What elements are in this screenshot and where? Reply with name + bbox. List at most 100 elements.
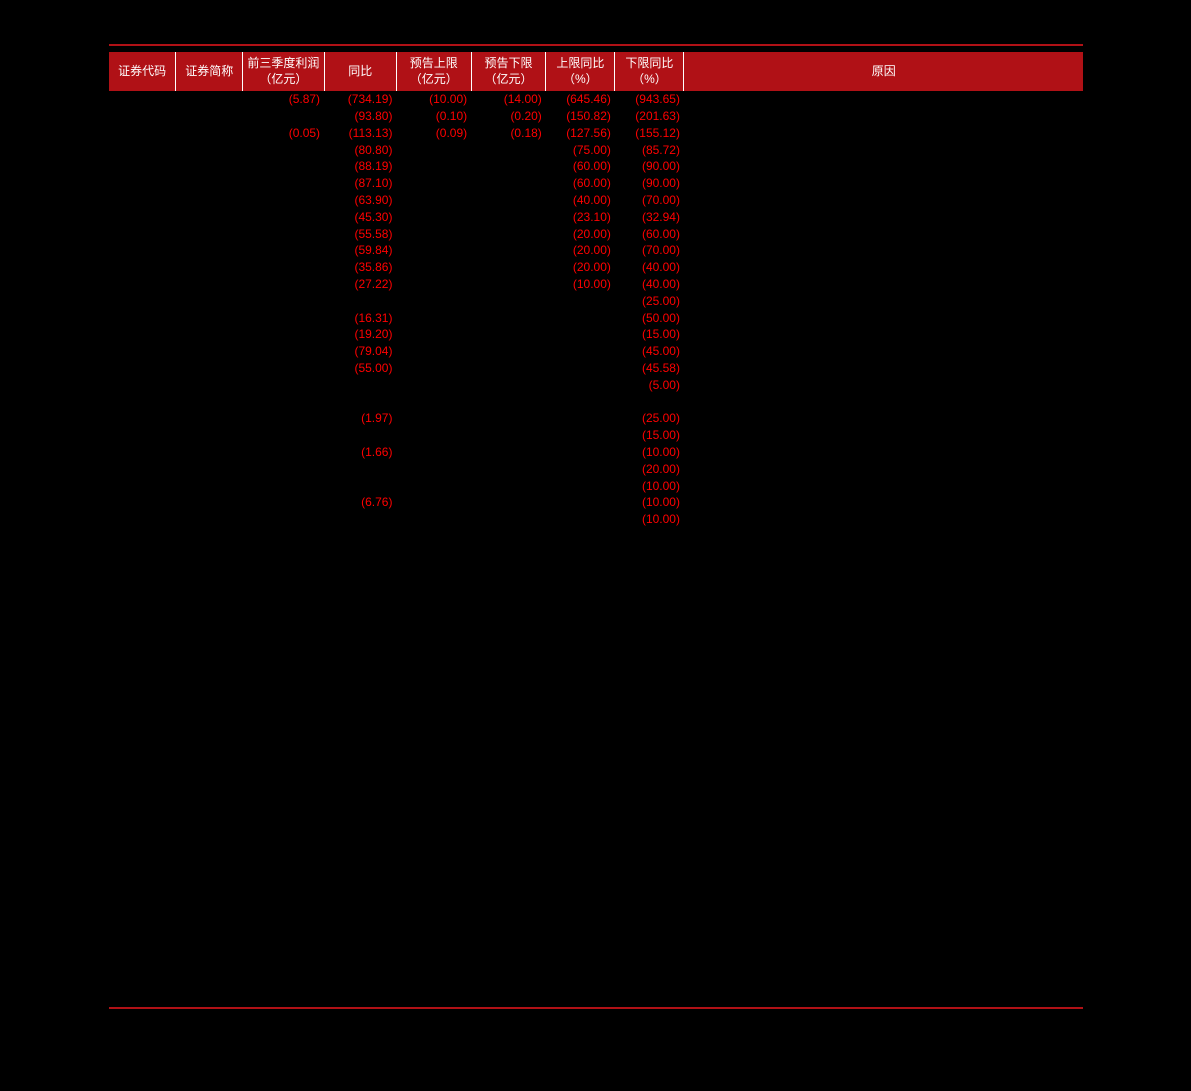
cell-code: [109, 360, 176, 377]
cell-name: [176, 192, 243, 209]
cell-lower: [471, 461, 546, 478]
cell-upyoy: (60.00): [546, 158, 615, 175]
table-row: (55.00)(45.58): [109, 360, 1083, 377]
cell-upper: [396, 276, 471, 293]
cell-upyoy: (10.00): [546, 276, 615, 293]
cell-upper: [396, 444, 471, 461]
table-row: (35.86)(20.00)(40.00): [109, 259, 1083, 276]
cell-lower: [471, 158, 546, 175]
col-header-upper: 预告上限（亿元）: [396, 52, 471, 91]
cell-upyoy: (60.00): [546, 175, 615, 192]
cell-upper: [396, 259, 471, 276]
cell-lowyoy: (15.00): [615, 427, 684, 444]
cell-lower: [471, 192, 546, 209]
cell-lower: [471, 494, 546, 511]
cell-lower: [471, 209, 546, 226]
cell-lowyoy: (70.00): [615, 242, 684, 259]
cell-reason: [684, 192, 1083, 209]
cell-upper: [396, 242, 471, 259]
cell-profit: [243, 276, 324, 293]
cell-lower: [471, 242, 546, 259]
table-row: (1.97)(25.00): [109, 410, 1083, 427]
cell-reason: [684, 410, 1083, 427]
table-row: (10.00): [109, 511, 1083, 528]
cell-name: [176, 511, 243, 528]
table-row: (87.10)(60.00)(90.00): [109, 175, 1083, 192]
cell-name: [176, 427, 243, 444]
top-rule: [109, 44, 1083, 46]
cell-code: [109, 226, 176, 243]
col-header-reason: 原因: [684, 52, 1083, 91]
cell-lowyoy: (943.65): [615, 91, 684, 108]
cell-yoy: [324, 461, 396, 478]
cell-profit: [243, 259, 324, 276]
cell-upper: (0.09): [396, 125, 471, 142]
cell-upper: [396, 175, 471, 192]
cell-reason: [684, 511, 1083, 528]
cell-yoy: (1.66): [324, 444, 396, 461]
cell-upper: [396, 494, 471, 511]
cell-name: [176, 343, 243, 360]
cell-code: [109, 410, 176, 427]
cell-upyoy: [546, 494, 615, 511]
cell-name: [176, 91, 243, 108]
cell-reason: [684, 377, 1083, 394]
cell-profit: [243, 394, 324, 411]
cell-lower: [471, 326, 546, 343]
cell-yoy: (35.86): [324, 259, 396, 276]
table-row: (16.31) (50.00): [109, 310, 1083, 327]
cell-upper: (0.10): [396, 108, 471, 125]
cell-upyoy: [546, 427, 615, 444]
cell-reason: [684, 142, 1083, 159]
cell-lower: [471, 444, 546, 461]
cell-profit: [243, 410, 324, 427]
cell-lowyoy: (70.00): [615, 192, 684, 209]
cell-upyoy: [546, 394, 615, 411]
col-header-lower: 预告下限（亿元）: [471, 52, 546, 91]
table-row: (19.20)(15.00): [109, 326, 1083, 343]
cell-yoy: [324, 511, 396, 528]
cell-lowyoy: (10.00): [615, 444, 684, 461]
cell-yoy: (113.13): [324, 125, 396, 142]
cell-yoy: [324, 427, 396, 444]
cell-name: [176, 158, 243, 175]
cell-name: [176, 276, 243, 293]
cell-name: [176, 494, 243, 511]
cell-name: [176, 394, 243, 411]
table-row: (27.22)(10.00)(40.00): [109, 276, 1083, 293]
cell-name: [176, 108, 243, 125]
cell-reason: [684, 226, 1083, 243]
cell-lowyoy: (32.94): [615, 209, 684, 226]
cell-code: [109, 276, 176, 293]
cell-yoy: (55.58): [324, 226, 396, 243]
cell-reason: [684, 360, 1083, 377]
cell-lowyoy: (50.00): [615, 310, 684, 327]
cell-upper: [396, 310, 471, 327]
cell-name: [176, 125, 243, 142]
table-row: (5.00): [109, 377, 1083, 394]
cell-code: [109, 91, 176, 108]
cell-code: [109, 394, 176, 411]
cell-code: [109, 461, 176, 478]
cell-reason: [684, 326, 1083, 343]
cell-upyoy: [546, 410, 615, 427]
cell-code: [109, 158, 176, 175]
cell-yoy: (16.31): [324, 310, 396, 327]
cell-upyoy: [546, 310, 615, 327]
cell-name: [176, 444, 243, 461]
cell-profit: [243, 343, 324, 360]
cell-code: [109, 209, 176, 226]
cell-profit: [243, 310, 324, 327]
table-row: (63.90)(40.00)(70.00): [109, 192, 1083, 209]
cell-code: [109, 108, 176, 125]
table-row: (45.30)(23.10)(32.94): [109, 209, 1083, 226]
cell-lowyoy: (60.00): [615, 226, 684, 243]
cell-upyoy: (75.00): [546, 142, 615, 159]
cell-lower: [471, 410, 546, 427]
cell-upper: [396, 410, 471, 427]
table-header: 证券代码证券简称前三季度利润（亿元）同比预告上限（亿元）预告下限（亿元）上限同比…: [109, 52, 1083, 91]
cell-code: [109, 494, 176, 511]
cell-upper: [396, 142, 471, 159]
cell-name: [176, 242, 243, 259]
cell-profit: [243, 108, 324, 125]
